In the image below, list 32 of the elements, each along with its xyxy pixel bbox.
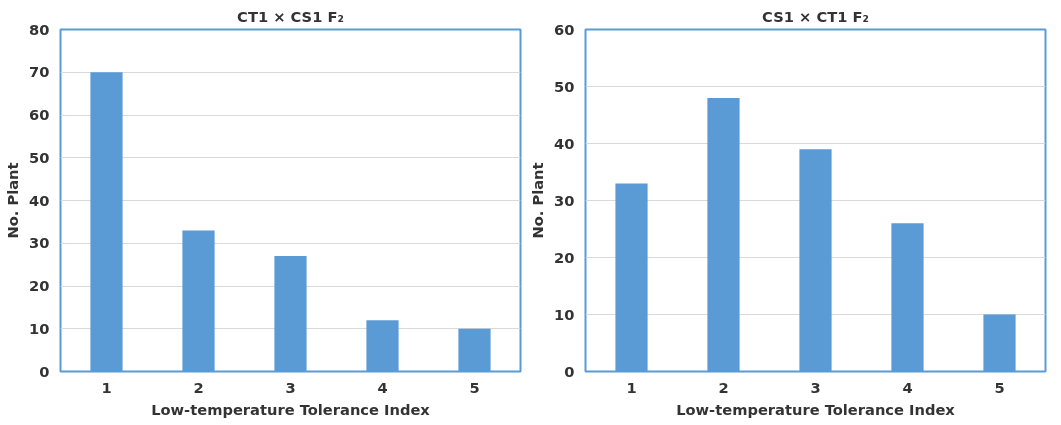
x-tick-label: 5	[994, 378, 1005, 396]
y-axis-title: No. Plant	[4, 162, 22, 239]
x-tick-label: 3	[285, 378, 296, 396]
y-tick-label: 50	[29, 148, 50, 166]
y-tick-label: 70	[29, 63, 50, 81]
x-tick-label: 4	[902, 378, 913, 396]
x-tick-label: 1	[626, 378, 637, 396]
y-tick-label: 40	[554, 134, 575, 152]
x-tick-label: 4	[377, 378, 388, 396]
y-tick-label: 40	[29, 191, 50, 209]
y-tick-label: 50	[554, 77, 575, 95]
chart-title: CS1 × CT1 F₂	[762, 7, 869, 25]
y-tick-label: 60	[29, 106, 50, 123]
y-tick-label: 30	[554, 191, 575, 209]
x-tick-label: 3	[810, 378, 821, 396]
y-tick-label: 10	[29, 319, 50, 337]
x-axis-title: Low-temperature Tolerance Index	[151, 400, 431, 418]
x-tick-label: 2	[193, 378, 204, 396]
chart-title: CT1 × CS1 F₂	[237, 7, 344, 25]
y-tick-label: 80	[29, 20, 50, 38]
y-tick-label: 60	[554, 20, 575, 38]
y-tick-label: 30	[29, 234, 50, 252]
y-tick-label: 20	[554, 248, 575, 266]
y-tick-label: 0	[564, 362, 575, 380]
y-tick-label: 0	[39, 362, 50, 380]
y-tick-label: 10	[554, 305, 575, 323]
x-tick-label: 1	[101, 378, 112, 396]
x-tick-label: 5	[469, 378, 480, 396]
y-axis-title: No. Plant	[529, 162, 547, 239]
x-tick-label: 2	[718, 378, 729, 396]
x-axis-title: Low-temperature Tolerance Index	[676, 400, 956, 418]
y-tick-label: 20	[29, 277, 50, 294]
